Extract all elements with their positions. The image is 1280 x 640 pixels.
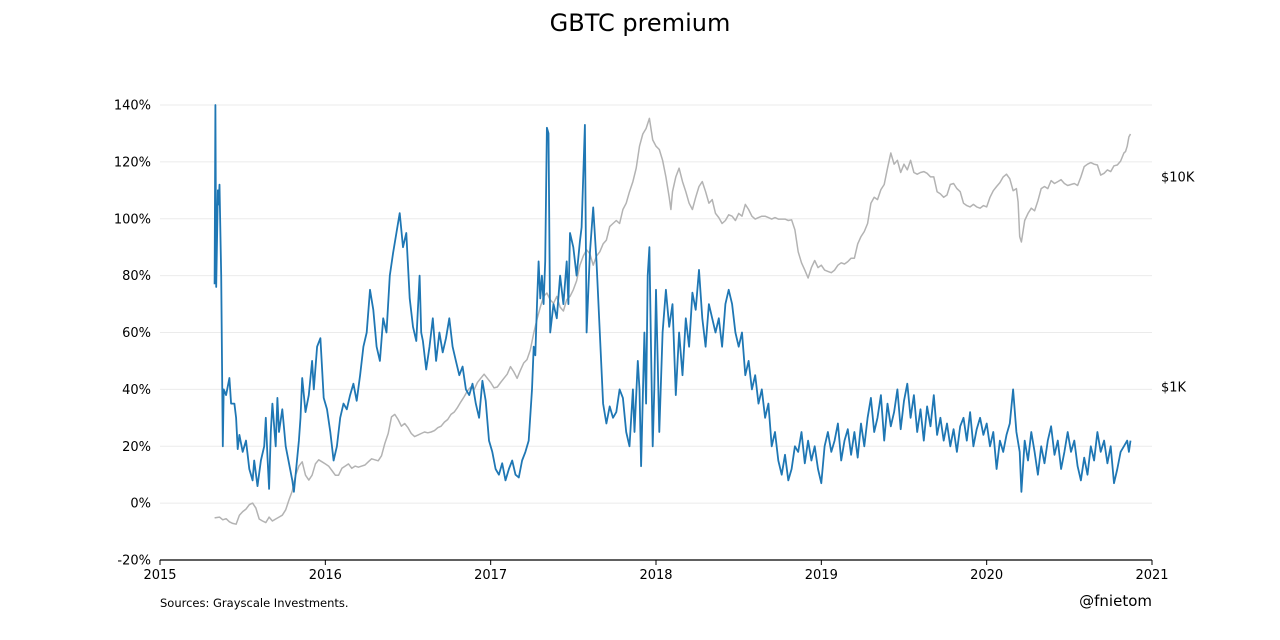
- x-tick-label: 2015: [143, 568, 176, 583]
- x-tick-label: 2018: [639, 568, 672, 583]
- x-tick-label: 2017: [474, 568, 507, 583]
- right-axis-ticks: $1K $10K: [1161, 170, 1195, 395]
- y-tick-label: -20%: [117, 554, 151, 569]
- y-tick-label: 100%: [114, 212, 151, 227]
- y-tick-label: 40%: [122, 383, 151, 398]
- y-tick-label: 60%: [122, 326, 151, 341]
- right-tick-label: $1K: [1161, 380, 1187, 395]
- y-tick-label: 20%: [122, 440, 151, 455]
- x-axis-ticks: 2015 2016 2017 2018 2019 2020 2021: [143, 560, 1169, 583]
- y-tick-label: 140%: [114, 99, 151, 114]
- source-note: Sources: Grayscale Investments.: [160, 596, 349, 610]
- x-tick-label: 2016: [309, 568, 342, 583]
- author-handle: @fnietom: [1079, 592, 1152, 610]
- y-tick-label: 80%: [122, 269, 151, 284]
- x-tick-label: 2021: [1135, 568, 1168, 583]
- bitcoin-price-line: [214, 117, 1132, 525]
- x-tick-label: 2020: [970, 568, 1003, 583]
- right-tick-label: $10K: [1161, 170, 1195, 185]
- grid-lines: [160, 104, 1152, 504]
- chart-title: GBTC premium: [550, 9, 731, 37]
- y-tick-label: 0%: [130, 497, 151, 512]
- premium-line: [213, 104, 1132, 493]
- x-tick-label: 2019: [805, 568, 838, 583]
- y-tick-label: 120%: [114, 155, 151, 170]
- y-axis-ticks: -20% 0% 20% 40% 60% 80% 100% 120% 140%: [114, 99, 151, 569]
- series-lines: [213, 104, 1132, 525]
